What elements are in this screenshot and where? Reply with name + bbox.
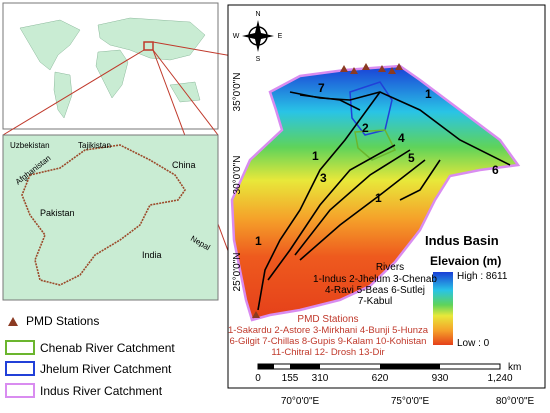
longitude-label: 70°0'0"E bbox=[281, 396, 320, 407]
river-number: 4 bbox=[398, 131, 405, 145]
stations-line: 6-Gilgit 7-Chillas 8-Gupis 9-Kalam 10-Ko… bbox=[230, 336, 427, 347]
inset-label: China bbox=[172, 160, 196, 170]
river-number: 7 bbox=[318, 81, 325, 95]
stations-line: 1-Sakardu 2-Astore 3-Mirkhani 4-Bunji 5-… bbox=[228, 325, 429, 336]
longitude-label: 80°0'0"E bbox=[496, 396, 535, 407]
river-number: 6 bbox=[492, 163, 499, 177]
stations-line: 11-Chitral 12- Drosh 13-Dir bbox=[271, 347, 384, 358]
compass-label: W bbox=[233, 33, 240, 40]
scale-bar bbox=[257, 363, 501, 370]
map-title: Indus Basin bbox=[425, 233, 499, 248]
latitude-label: 25°0'0"N bbox=[232, 253, 243, 292]
longitude-label: 75°0'0"E bbox=[391, 396, 430, 407]
latitude-label: 30°0'0"N bbox=[232, 156, 243, 195]
compass-label: E bbox=[278, 33, 283, 40]
inset-label: Pakistan bbox=[40, 208, 75, 218]
legend-label: Indus River Catchment bbox=[40, 384, 163, 398]
rivers-line: 1-Indus 2-Jhelum 3-Chenab bbox=[313, 274, 437, 285]
legend-label: Jhelum River Catchment bbox=[40, 362, 172, 376]
main-map: N E S W 35°0'0"N 30°0'0"N 25°0'0"N 70°0'… bbox=[227, 4, 546, 407]
elevation-bar bbox=[433, 272, 453, 345]
zoom-line bbox=[152, 49, 219, 136]
river-number: 1 bbox=[375, 191, 382, 205]
scale-label: 620 bbox=[372, 373, 389, 384]
rivers-line: 7-Kabul bbox=[358, 296, 392, 307]
scale-label: 310 bbox=[312, 373, 329, 384]
elevation-low: Low : 0 bbox=[457, 338, 490, 349]
inset-label: Tajikistan bbox=[78, 141, 111, 150]
inset-map: Uzbekistan Tajikistan Afghanistan China … bbox=[2, 134, 219, 301]
inset-label: Uzbekistan bbox=[10, 141, 50, 150]
river-number: 2 bbox=[362, 121, 369, 135]
elevation-title: Elevaion (m) bbox=[430, 254, 501, 268]
rivers-line: 4-Ravi 5-Beas 6-Sutlej bbox=[325, 285, 425, 296]
compass-label: N bbox=[255, 11, 260, 18]
elevation-high: High : 8611 bbox=[457, 271, 508, 282]
scale-unit: km bbox=[508, 362, 521, 373]
legend-label: Chenab River Catchment bbox=[40, 341, 175, 355]
compass: N E S W bbox=[233, 11, 283, 63]
rivers bbox=[257, 91, 511, 311]
legend: PMD Stations Chenab River Catchment Jhel… bbox=[5, 314, 175, 398]
rivers-title: Rivers bbox=[376, 262, 404, 273]
river-number: 3 bbox=[320, 171, 327, 185]
stations-title: PMD Stations bbox=[297, 314, 358, 325]
scale-label: 930 bbox=[432, 373, 449, 384]
inset-label: India bbox=[142, 250, 162, 260]
scale-label: 0 bbox=[255, 373, 261, 384]
river-number: 1 bbox=[312, 149, 319, 163]
world-map bbox=[2, 2, 219, 130]
river-number: 5 bbox=[408, 151, 415, 165]
zoom-line bbox=[2, 49, 145, 136]
compass-label: S bbox=[256, 56, 261, 63]
river-number: 1 bbox=[255, 234, 262, 248]
latitude-label: 35°0'0"N bbox=[232, 73, 243, 112]
river-number: 1 bbox=[425, 87, 432, 101]
legend-label: PMD Stations bbox=[26, 314, 99, 328]
scale-label: 155 bbox=[282, 373, 299, 384]
scale-label: 1,240 bbox=[487, 373, 512, 384]
station-markers bbox=[252, 63, 403, 318]
